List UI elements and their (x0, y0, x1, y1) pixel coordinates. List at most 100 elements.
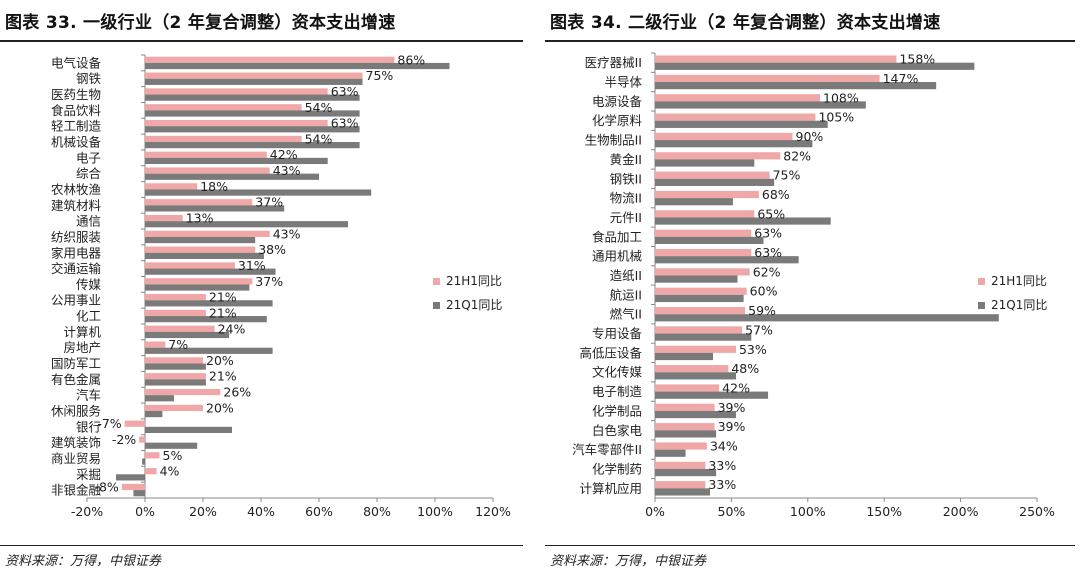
right-data-label: 53% (739, 342, 767, 357)
left-bar-21h1 (145, 468, 157, 475)
left-x-tick-label: 120% (475, 504, 511, 519)
left-data-label: 7% (168, 337, 188, 352)
left-bar-21q1 (145, 142, 360, 149)
right-bar-21q1 (655, 333, 752, 341)
right-data-label: 39% (718, 419, 746, 434)
left-bar-21q1 (145, 363, 206, 370)
right-bar-21h1 (655, 210, 755, 218)
left-data-label: 21% (209, 290, 237, 305)
left-data-label: -2% (112, 432, 136, 447)
right-bar-21h1 (655, 403, 715, 411)
right-data-label: 33% (708, 477, 736, 492)
right-data-label: 75% (773, 168, 801, 183)
left-bar-21q1 (145, 110, 360, 117)
right-title-rule (545, 40, 1075, 42)
left-data-label: -8% (94, 479, 118, 494)
left-bar-21h1 (139, 436, 145, 443)
left-category-label: 纺织服装 (51, 229, 101, 244)
left-category-label: 家用电器 (51, 245, 102, 260)
left-data-label: 86% (397, 52, 425, 67)
left-bar-21h1 (121, 483, 145, 491)
left-category-label: 建筑装饰 (51, 435, 101, 450)
left-bar-21h1 (145, 135, 302, 143)
right-category-label: 化学制药 (592, 461, 642, 476)
left-bar-21q1 (145, 347, 273, 354)
right-category-label: 通用机械 (592, 249, 643, 264)
right-data-label: 90% (796, 129, 824, 144)
right-bar-21h1 (655, 132, 793, 141)
right-bar-21q1 (655, 62, 975, 70)
left-category-label: 非银金融 (51, 483, 102, 498)
left-data-label: -7% (97, 416, 121, 431)
right-bar-21h1 (655, 268, 750, 276)
right-category-label: 黄金II (610, 152, 642, 167)
left-bar-21h1 (145, 262, 235, 269)
right-bar-21h1 (655, 190, 759, 199)
right-category-label: 食品加工 (592, 229, 642, 244)
right-bar-21h1 (655, 248, 752, 257)
right-x-tick-label: 50% (718, 504, 746, 519)
right-category-label: 化学原料 (592, 113, 643, 128)
right-category-label: 元件II (610, 210, 642, 225)
right-bar-21q1 (655, 372, 736, 380)
left-bar-21h1 (145, 56, 395, 63)
right-bar-21q1 (655, 140, 813, 148)
right-bar-21h1 (655, 481, 706, 489)
left-bar-21q1 (145, 300, 273, 307)
right-category-label: 电源设备 (592, 94, 643, 109)
right-bar-21h1 (655, 442, 707, 450)
right-bar-21q1 (655, 391, 769, 399)
left-data-label: 5% (163, 448, 183, 463)
left-bar-21q1 (145, 78, 363, 85)
left-data-label: 20% (206, 353, 234, 368)
right-bar-21h1 (655, 423, 715, 431)
right-bar-21q1 (655, 120, 828, 128)
left-category-label: 银行 (76, 419, 101, 434)
left-bar-21q1 (145, 189, 372, 196)
left-data-label: 21% (209, 305, 237, 320)
left-category-label: 医药生物 (51, 87, 101, 102)
left-data-label: 54% (305, 131, 333, 146)
right-bar-21h1 (655, 152, 781, 160)
right-legend-swatch-21h1 (978, 278, 985, 285)
left-bar-21h1 (145, 294, 206, 301)
left-bar-21q1 (145, 379, 206, 386)
right-bar-21q1 (655, 294, 744, 303)
right-legend-label-21q1: 21Q1同比 (991, 298, 1047, 312)
right-figure-title: 图表 34. 二级行业（2 年复合调整）资本支出增速 (550, 13, 941, 33)
right-legend-label-21h1: 21H1同比 (991, 274, 1047, 288)
right-bar-21q1 (655, 198, 733, 206)
right-bar-21h1 (655, 94, 821, 102)
right-data-label: 62% (753, 264, 781, 279)
right-category-label: 航运II (610, 287, 642, 302)
left-bar-21h1 (145, 452, 160, 459)
left-bar-21h1 (145, 104, 302, 111)
left-bar-21q1 (145, 157, 328, 165)
right-bar-21h1 (655, 461, 706, 469)
right-x-tick-label: 0% (645, 504, 665, 519)
left-bar-21q1 (116, 474, 145, 481)
left-bar-21h1 (145, 214, 183, 222)
left-bar-21h1 (145, 151, 267, 158)
left-bar-21q1 (145, 268, 276, 275)
right-category-label: 生物制品II (585, 133, 642, 148)
left-bar-21h1 (145, 388, 221, 396)
left-category-label: 房地产 (63, 340, 101, 355)
right-data-label: 59% (748, 303, 776, 318)
right-data-label: 57% (745, 322, 773, 337)
left-bar-21h1 (145, 325, 215, 332)
left-data-label: 13% (186, 211, 214, 226)
left-category-label: 电子 (76, 150, 101, 165)
right-data-label: 82% (783, 148, 811, 163)
left-bar-21h1 (145, 357, 203, 364)
left-data-label: 18% (200, 179, 228, 194)
left-data-label: 4% (160, 464, 180, 479)
left-bar-21h1 (145, 341, 166, 348)
right-figure: 图表 34. 二级行业（2 年复合调整）资本支出增速 0% 50% 100% 150%… (545, 0, 1080, 581)
left-category-label: 建筑材料 (51, 198, 102, 213)
left-category-label: 农林牧渔 (51, 182, 101, 197)
right-bar-21q1 (655, 178, 775, 186)
right-source-note: 资料来源：万得，中银证券 (550, 554, 707, 569)
right-category-label: 钢铁II (610, 171, 642, 186)
left-legend-label-21q1: 21Q1同比 (446, 298, 502, 312)
